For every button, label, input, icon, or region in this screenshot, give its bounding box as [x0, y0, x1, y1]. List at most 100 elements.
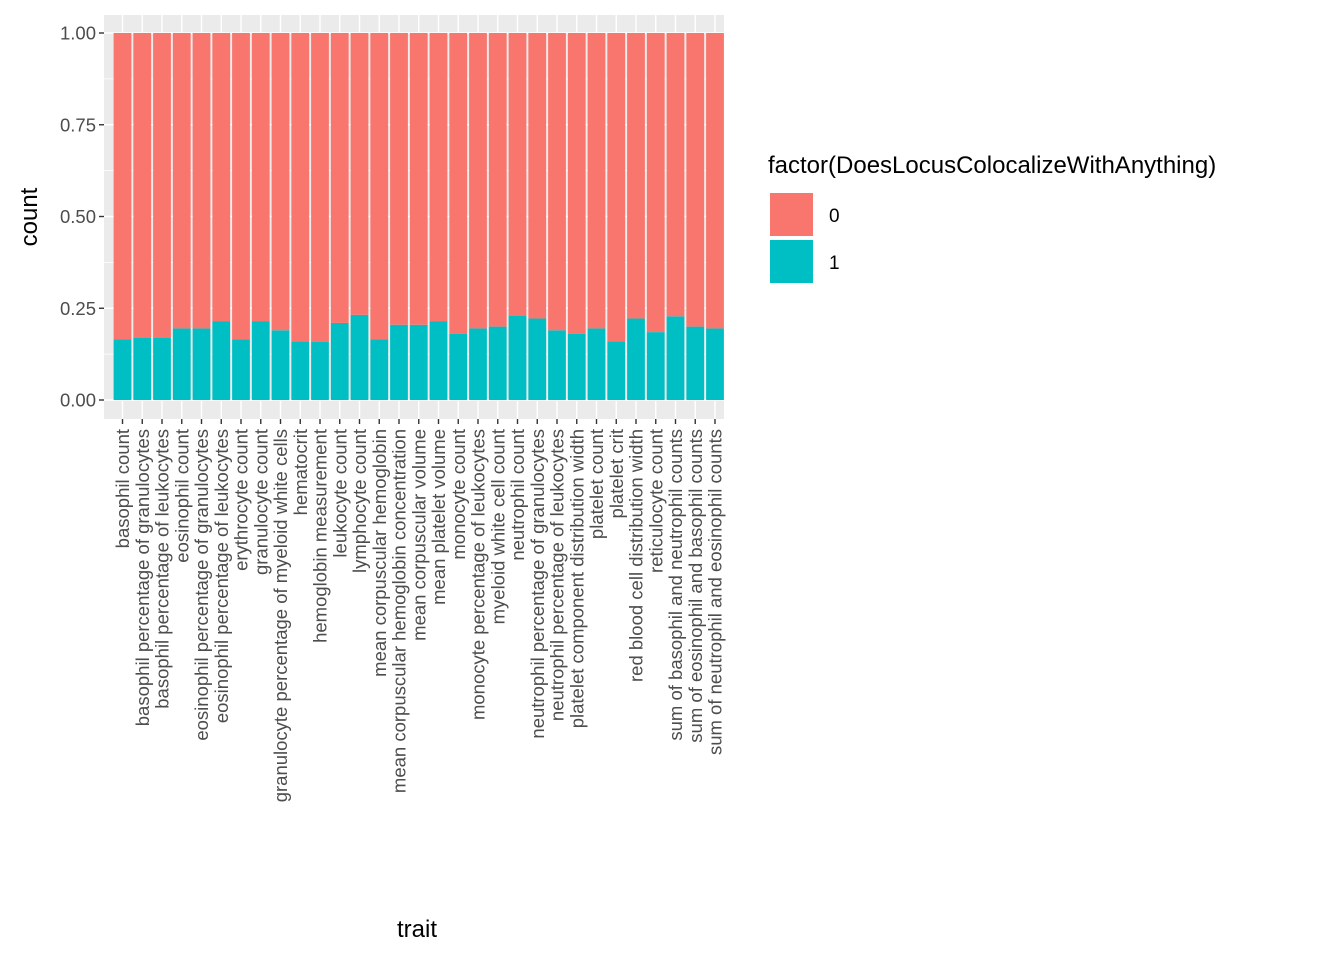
x-tick-label: sum of basophil and neutrophil counts — [665, 429, 686, 741]
x-tick-label: red blood cell distribution width — [626, 429, 647, 682]
bar-segment-0 — [192, 33, 211, 329]
x-tick-label: mean corpuscular volume — [408, 429, 429, 641]
bar-segment-0 — [370, 33, 389, 340]
x-tick-label: basophil percentage of leukocytes — [152, 429, 173, 709]
bar-segment-1 — [192, 328, 211, 400]
x-tick-label: basophil percentage of granulocytes — [132, 429, 153, 726]
bar-segment-0 — [153, 33, 171, 338]
x-tick-label: monocyte percentage of leukocytes — [468, 429, 489, 720]
bar-segment-0 — [409, 33, 428, 325]
bar-segment-0 — [528, 33, 547, 319]
bar-segment-0 — [666, 33, 685, 317]
bar-segment-0 — [291, 33, 310, 342]
bar-segment-0 — [429, 33, 448, 322]
bar-segment-1 — [646, 332, 665, 400]
bar-segment-1 — [567, 333, 586, 400]
bar-segment-1 — [370, 339, 389, 400]
bars — [113, 33, 724, 400]
y-tick-label: 0.75 — [60, 114, 96, 135]
bar-segment-0 — [251, 33, 270, 322]
x-tick-label: mean corpuscular hemoglobin — [369, 429, 390, 677]
bar-segment-0 — [686, 33, 705, 327]
bar-segment-0 — [271, 33, 290, 331]
x-tick-label: basophil count — [112, 429, 133, 548]
bar-segment-1 — [212, 321, 231, 400]
x-tick-label: sum of neutrophil and eosinophil counts — [705, 429, 726, 755]
bar-segment-0 — [113, 33, 132, 340]
x-tick-label: hemoglobin measurement — [310, 429, 331, 643]
bar-segment-1 — [251, 321, 270, 400]
bar-segment-1 — [350, 314, 369, 400]
bar-segment-0 — [133, 33, 152, 338]
legend-title: factor(DoesLocusColocalizeWithAnything) — [768, 152, 1216, 179]
bar-segment-1 — [232, 339, 250, 400]
bar-segment-1 — [172, 328, 191, 400]
x-tick-label: reticulocyte count — [645, 429, 666, 573]
x-tick-label: eosinophil percentage of granulocytes — [191, 429, 212, 741]
bar-segment-1 — [607, 341, 626, 400]
x-tick-label: erythrocyte count — [231, 429, 252, 571]
y-tick-label: 1.00 — [60, 23, 96, 44]
x-tick-label: granulocyte count — [250, 429, 271, 575]
bar-segment-1 — [429, 321, 448, 400]
y-tick-label: 0.50 — [60, 206, 96, 227]
bar-segment-0 — [706, 33, 724, 329]
y-axis-title: count — [16, 187, 43, 246]
bar-segment-1 — [548, 330, 566, 400]
legend-label-1: 1 — [829, 253, 840, 274]
bar-segment-0 — [548, 33, 566, 331]
bar-segment-1 — [311, 342, 329, 400]
bar-segment-1 — [666, 316, 685, 400]
bar-segment-1 — [113, 339, 132, 400]
x-tick-label: leukocyte count — [329, 429, 350, 558]
y-axis: 0.00 0.25 0.50 0.75 1.00 — [60, 23, 104, 411]
x-axis-title: trait — [397, 916, 437, 943]
bar-segment-0 — [330, 33, 349, 323]
x-tick-label: hematocrit — [290, 429, 311, 515]
bar-segment-1 — [627, 318, 645, 400]
x-tick-label: sum of eosinophil and basophil counts — [685, 429, 706, 743]
bar-segment-1 — [409, 324, 428, 400]
bar-segment-0 — [449, 33, 468, 334]
bar-segment-1 — [528, 318, 547, 400]
x-tick-label: platelet crit — [606, 429, 627, 518]
legend-key-1 — [770, 240, 813, 283]
bar-segment-1 — [449, 333, 468, 400]
legend-label-0: 0 — [829, 206, 840, 227]
y-tick-label: 0.25 — [60, 298, 96, 319]
bar-segment-1 — [686, 326, 705, 400]
bar-segment-1 — [153, 337, 171, 400]
legend: factor(DoesLocusColocalizeWithAnything) … — [768, 152, 1216, 283]
bar-segment-0 — [587, 33, 606, 329]
x-tick-label: platelet count — [586, 429, 607, 539]
bar-segment-0 — [607, 33, 626, 342]
x-tick-label: monocyte count — [448, 429, 469, 560]
legend-key-0 — [770, 193, 813, 236]
bar-segment-0 — [350, 33, 369, 315]
bar-segment-0 — [627, 33, 645, 319]
x-tick-label: mean platelet volume — [428, 429, 449, 605]
x-tick-label: granulocyte percentage of myeloid white … — [270, 429, 291, 802]
bar-segment-1 — [271, 330, 290, 400]
bar-segment-1 — [390, 324, 408, 400]
bar-segment-0 — [469, 33, 487, 329]
x-tick-label: eosinophil percentage of leukocytes — [211, 429, 232, 723]
bar-segment-1 — [330, 322, 349, 400]
x-tick-label: neutrophil percentage of leukocytes — [547, 429, 568, 721]
bar-segment-1 — [133, 337, 152, 400]
bar-segment-1 — [508, 315, 527, 400]
x-tick-label: platelet component distribution width — [566, 429, 587, 728]
bar-segment-0 — [212, 33, 231, 322]
x-tick-label: eosinophil count — [171, 429, 192, 563]
x-tick-label: lymphocyte count — [349, 429, 370, 573]
bar-segment-0 — [508, 33, 527, 316]
bar-segment-0 — [567, 33, 586, 334]
bar-segment-0 — [390, 33, 408, 325]
bar-segment-1 — [488, 326, 507, 400]
x-tick-label: myeloid white cell count — [487, 429, 508, 624]
bar-segment-1 — [291, 341, 310, 400]
x-tick-label: neutrophil percentage of granulocytes — [527, 429, 548, 739]
bar-segment-0 — [311, 33, 329, 343]
